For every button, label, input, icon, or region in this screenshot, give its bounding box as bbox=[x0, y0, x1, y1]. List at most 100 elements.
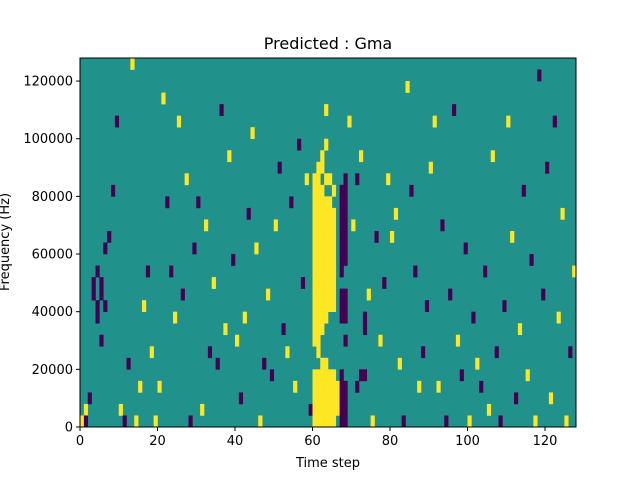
heatmap-cell bbox=[331, 207, 337, 220]
heatmap-cell bbox=[328, 254, 333, 266]
heatmap-cell bbox=[320, 311, 325, 324]
heatmap-cell bbox=[99, 334, 104, 347]
heatmap-cell bbox=[320, 207, 325, 220]
heatmap-cell bbox=[312, 392, 317, 405]
heatmap-cell bbox=[343, 196, 348, 209]
heatmap-cell bbox=[316, 207, 321, 220]
heatmap-cell bbox=[328, 219, 333, 232]
heatmap-cell bbox=[328, 392, 333, 405]
heatmap-cell bbox=[335, 403, 340, 416]
heatmap-cell bbox=[331, 265, 337, 278]
heatmap-cell bbox=[568, 346, 573, 359]
heatmap-cell bbox=[432, 115, 437, 128]
heatmap-cell bbox=[83, 403, 89, 416]
heatmap-cell bbox=[91, 288, 96, 301]
y-axis-label: Frequency (Hz) bbox=[0, 193, 13, 291]
heatmap-cell bbox=[378, 334, 383, 347]
heatmap-cell bbox=[227, 150, 232, 163]
heatmap-cell bbox=[312, 277, 317, 289]
y-tick-label: 120000 bbox=[23, 75, 73, 90]
heatmap-cell bbox=[343, 403, 348, 416]
heatmap-cell bbox=[417, 380, 422, 393]
heatmap-cell bbox=[366, 288, 371, 301]
heatmap-cell bbox=[331, 288, 337, 301]
heatmap-cell bbox=[126, 357, 131, 370]
heatmap-cell bbox=[266, 288, 271, 301]
heatmap-cell bbox=[324, 254, 329, 266]
heatmap-cell bbox=[312, 230, 317, 243]
heatmap-cell bbox=[343, 254, 348, 266]
heatmap-cell bbox=[242, 311, 247, 324]
heatmap-cell bbox=[312, 323, 317, 336]
heatmap-cell bbox=[184, 173, 189, 186]
heatmap-cell bbox=[471, 311, 476, 324]
heatmap-cell bbox=[176, 115, 182, 128]
heatmap-cell bbox=[436, 380, 441, 393]
heatmap-cell bbox=[95, 300, 100, 312]
heatmap-cell bbox=[328, 242, 333, 255]
heatmap-cell bbox=[545, 161, 550, 174]
heatmap-cell bbox=[219, 104, 224, 116]
heatmap-cell bbox=[328, 403, 333, 416]
heatmap-cell bbox=[99, 288, 104, 301]
heatmap-cell bbox=[320, 403, 325, 416]
heatmap-cell bbox=[328, 300, 333, 312]
heatmap-cell bbox=[320, 380, 325, 393]
heatmap-cell bbox=[238, 392, 244, 405]
heatmap-cell bbox=[343, 173, 348, 186]
x-tick-label: 100 bbox=[455, 434, 480, 449]
heatmap-cell bbox=[324, 265, 329, 278]
heatmap-cell bbox=[533, 415, 538, 428]
y-tick-label: 40000 bbox=[32, 305, 73, 320]
heatmap-cell bbox=[355, 173, 360, 186]
y-axis-ticks: 0 20000 40000 60000 80000 100000 120000 bbox=[23, 75, 80, 436]
heatmap-cell bbox=[362, 311, 368, 324]
heatmap-cell bbox=[328, 415, 333, 428]
heatmap-cell bbox=[343, 380, 348, 393]
heatmap-cell bbox=[339, 403, 344, 416]
heatmap-cell bbox=[320, 392, 325, 405]
heatmap-cell bbox=[486, 403, 492, 416]
heatmap-cell bbox=[273, 219, 278, 232]
heatmap-cell bbox=[312, 219, 317, 232]
heatmap-cell bbox=[320, 161, 325, 174]
heatmap-cell bbox=[355, 380, 360, 393]
heatmap-cell bbox=[324, 196, 329, 209]
x-axis-label: Time step bbox=[295, 456, 360, 471]
heatmap-cell bbox=[328, 288, 333, 301]
heatmap-cell bbox=[312, 334, 317, 347]
heatmap-cell bbox=[564, 415, 569, 428]
heatmap-cell bbox=[331, 230, 337, 243]
heatmap-cell bbox=[335, 380, 340, 393]
heatmap-cell bbox=[316, 254, 321, 266]
y-tick-label: 60000 bbox=[32, 248, 73, 263]
heatmap-cell bbox=[339, 288, 344, 301]
heatmap-cell bbox=[514, 392, 519, 405]
heatmap-cell bbox=[316, 196, 321, 209]
heatmap-cell bbox=[258, 415, 263, 428]
heatmap-cell bbox=[316, 415, 321, 428]
x-tick-label: 40 bbox=[227, 434, 244, 449]
heatmap-cell bbox=[331, 184, 337, 197]
heatmap-cell bbox=[316, 369, 321, 382]
heatmap-cell bbox=[316, 230, 321, 243]
heatmap-cell bbox=[386, 173, 391, 186]
heatmap-cell bbox=[339, 242, 344, 255]
heatmap-cell bbox=[370, 415, 375, 428]
heatmap-cell bbox=[331, 392, 337, 405]
heatmap-cell bbox=[339, 380, 344, 393]
heatmap-cell bbox=[343, 311, 348, 324]
heatmap-cell bbox=[339, 311, 344, 324]
heatmap-cell bbox=[145, 265, 151, 278]
heatmap-cell bbox=[572, 265, 577, 278]
heatmap-cell bbox=[397, 357, 402, 370]
heatmap-cell bbox=[207, 346, 213, 359]
heatmap-cell bbox=[552, 115, 557, 128]
heatmap-cell bbox=[320, 196, 325, 209]
heatmap-cell bbox=[320, 265, 325, 278]
heatmap-cell bbox=[103, 242, 108, 255]
heatmap-cell bbox=[200, 403, 205, 416]
heatmap-cell bbox=[324, 415, 329, 428]
heatmap-cell bbox=[424, 300, 430, 312]
heatmap-cell bbox=[153, 415, 158, 428]
